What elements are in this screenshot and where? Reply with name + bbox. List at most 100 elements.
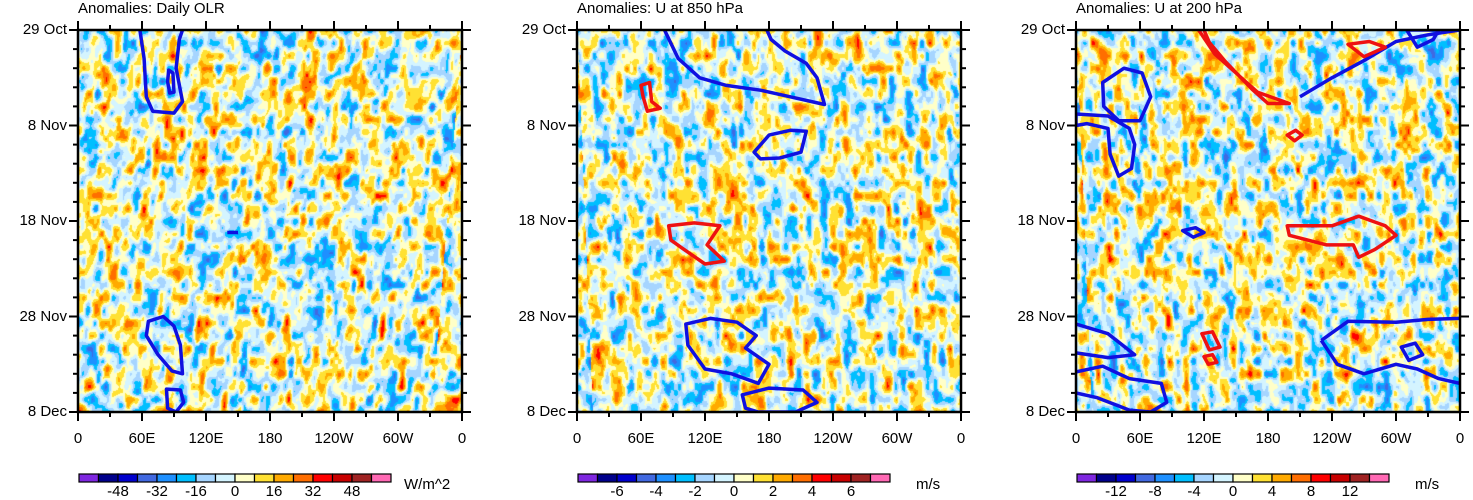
y-tick-label: 8 Nov <box>27 116 67 134</box>
y-tick-label: 28 Nov <box>1017 307 1065 325</box>
colorbar-swatch <box>596 473 618 483</box>
blue-contour-9 <box>1076 322 1137 360</box>
colorbar-label: -48 <box>107 483 129 500</box>
x-tick-label: 60W <box>382 430 414 447</box>
colorbar-label: 0 <box>729 483 739 500</box>
plot-overlay <box>1067 21 1469 483</box>
colorbar-swatch <box>655 473 677 483</box>
anomaly-field <box>78 30 462 412</box>
colorbar-label: 16 <box>265 483 283 500</box>
colorbar-swatch <box>253 473 275 483</box>
colorbar-swatch <box>312 473 334 483</box>
x-tick-label: 180 <box>756 430 782 447</box>
colorbar-label: 48 <box>343 483 361 500</box>
y-tick-label: 18 Nov <box>19 212 67 229</box>
y-tick-label: 29 Oct <box>521 21 566 38</box>
y-tick-label: 18 Nov <box>518 212 566 229</box>
colorbar-units: W/m^2 <box>404 476 451 493</box>
blue-contour-5 <box>740 386 819 412</box>
colorbar-label: 12 <box>1341 483 1359 500</box>
colorbar-swatch <box>713 473 735 483</box>
anomaly-field <box>1076 30 1460 412</box>
blue-contour-3 <box>1404 30 1441 49</box>
blue-contour-2 <box>144 314 185 376</box>
blue-contour-4 <box>684 316 771 386</box>
y-tick-label: 18 Nov <box>1017 212 1065 229</box>
x-tick-label: 120E <box>687 430 723 447</box>
colorbar-label: 2 <box>768 483 778 500</box>
x-tick-label: 60W <box>1380 430 1412 447</box>
colorbar-swatch <box>791 473 813 483</box>
contours <box>138 30 238 412</box>
colorbar-swatch <box>1271 473 1293 483</box>
blue-contour-8 <box>1180 225 1206 239</box>
x-tick-label: 0 <box>1455 430 1465 447</box>
colorbar-swatch <box>850 473 872 483</box>
colorbar-swatch <box>772 473 794 483</box>
colorbar-swatch <box>674 473 696 483</box>
red-contour-7 <box>1285 214 1398 260</box>
colorbar-swatch <box>694 473 716 483</box>
y-tick-label: 8 Dec <box>1025 403 1065 420</box>
red-contour-2 <box>639 80 662 113</box>
colorbar-swatch <box>616 473 638 483</box>
chart-title: Anomalies: U at 850 hPa <box>577 0 743 17</box>
red-contour-14 <box>1200 330 1222 352</box>
colorbar-swatch <box>370 473 392 483</box>
colorbar-label: -4 <box>649 483 663 500</box>
colorbar-label: -32 <box>146 483 168 500</box>
blue-contour-12 <box>1319 339 1460 386</box>
y-tick-label: 29 Oct <box>1020 21 1065 38</box>
colorbar-swatch <box>1290 473 1312 483</box>
contours <box>1076 30 1460 412</box>
x-tick-label: 120W <box>314 430 354 447</box>
y-tick-label: 8 Nov <box>526 116 566 134</box>
colorbar-label: 0 <box>230 483 240 500</box>
colorbar-label: -12 <box>1105 483 1127 500</box>
colorbar-swatch <box>1310 473 1332 483</box>
x-tick-label: 180 <box>257 430 283 447</box>
panel-u850: Anomalies: U at 850 hPa 0 60E 120E 180 120W 60… <box>499 0 999 500</box>
colorbar-swatch <box>136 473 158 483</box>
colorbar-swatch <box>1154 473 1176 483</box>
blue-contour-0 <box>138 30 185 115</box>
colorbar-swatch <box>156 473 178 483</box>
colorbar-swatch <box>175 473 197 483</box>
colorbar-swatch <box>351 473 373 483</box>
x-tick-label: 60E <box>627 430 655 447</box>
colorbar-swatch <box>97 473 119 483</box>
colorbar-units: m/s <box>916 476 941 493</box>
x-tick-label: 60W <box>881 430 913 447</box>
red-contour-3 <box>666 221 726 266</box>
chart-title: Anomalies: Daily OLR <box>78 0 225 17</box>
colorbar-swatch <box>1212 473 1234 483</box>
colorbar-swatch <box>733 473 755 483</box>
panel-daily-olr: Anomalies: Daily OLR 0 60E 120E 180 120W 60W 0 2… <box>0 0 500 500</box>
colorbar-label: -4 <box>1187 483 1201 500</box>
colorbar-swatch <box>1095 473 1117 483</box>
red-contour-6 <box>1285 128 1304 143</box>
colorbar-label: 8 <box>1306 483 1316 500</box>
panel-u200: Anomalies: U at 200 hPa 0 60E 120E 180 120W 60… <box>998 0 1473 500</box>
colorbar-label: 4 <box>807 483 817 500</box>
colorbar-label: 0 <box>1228 483 1238 500</box>
x-tick-label: 120E <box>188 430 224 447</box>
colorbar-swatch <box>117 473 139 483</box>
x-tick-label: 120W <box>1312 430 1352 447</box>
colorbar-swatch <box>234 473 256 483</box>
colorbar-swatch <box>635 473 657 483</box>
blue-contour-13 <box>1399 341 1425 363</box>
blue-contour-3 <box>164 387 186 412</box>
x-tick-label: 120W <box>813 430 853 447</box>
x-tick-label: 0 <box>956 430 966 447</box>
blue-contour-11 <box>1320 316 1460 342</box>
blue-contour-1 <box>752 128 809 161</box>
colorbar-swatch <box>214 473 236 483</box>
colorbar-swatch <box>1115 473 1137 483</box>
colorbar-swatch <box>577 473 599 483</box>
colorbar-swatch <box>830 473 852 483</box>
blue-contour-10 <box>1076 364 1169 412</box>
y-tick-label: 8 Nov <box>1025 116 1065 134</box>
x-tick-label: 0 <box>572 430 582 447</box>
colorbar-swatch <box>195 473 217 483</box>
